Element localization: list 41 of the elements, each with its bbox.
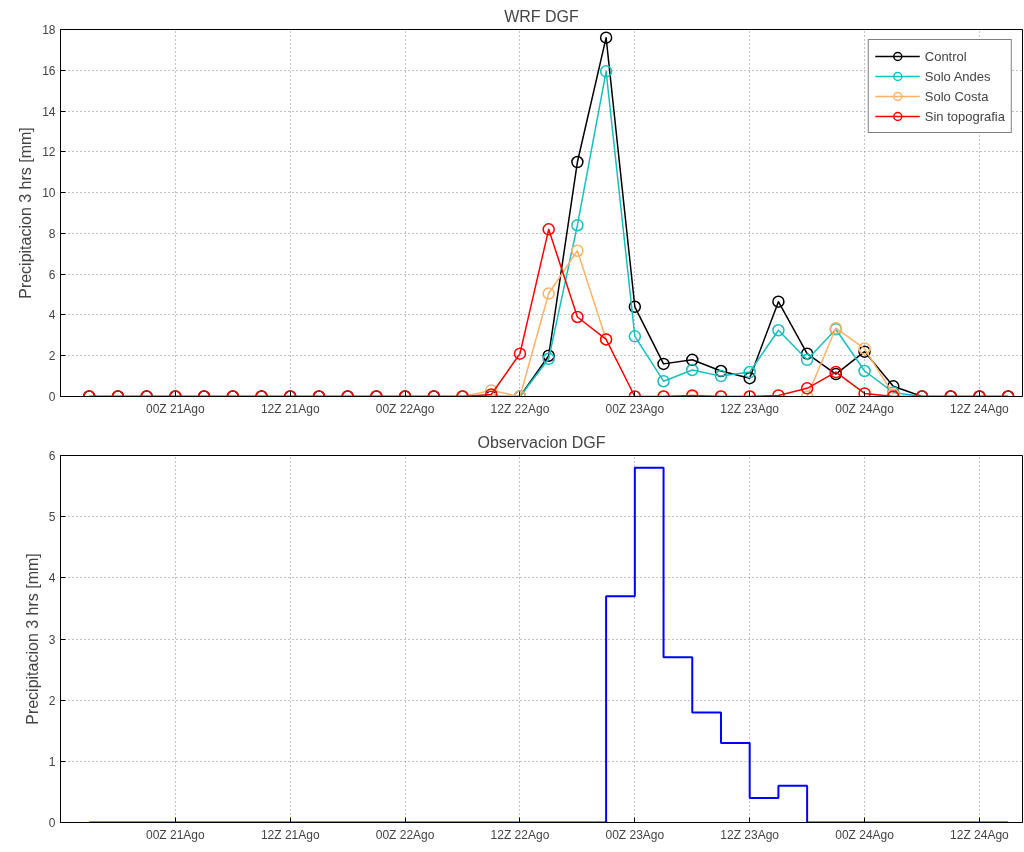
y-tick-label: 4 xyxy=(48,308,56,323)
legend-label: Control xyxy=(924,48,967,64)
y-tick-label: 3 xyxy=(48,632,56,647)
y-tick-label: 18 xyxy=(42,23,56,37)
x-tick-label: 00Z 24Ago xyxy=(835,827,895,842)
y-tick-label: 8 xyxy=(48,226,56,241)
y-tick-label: 1 xyxy=(48,754,56,769)
x-tick-label: 12Z 24Ago xyxy=(950,401,1010,416)
legend-label: Solo Andes xyxy=(924,68,991,84)
legend-label: Solo Costa xyxy=(924,88,989,104)
y-tick-label: 0 xyxy=(48,816,56,830)
x-tick-label: 12Z 22Ago xyxy=(490,827,550,842)
chart-title: Observacion DGF xyxy=(477,433,606,451)
x-tick-label: 12Z 23Ago xyxy=(720,401,780,416)
chart-title: WRF DGF xyxy=(504,7,580,25)
x-tick-label: 12Z 23Ago xyxy=(720,827,780,842)
y-tick-label: 6 xyxy=(48,449,56,463)
y-tick-label: 0 xyxy=(48,390,56,404)
y-axis-title: Precipitacion 3 hrs [mm] xyxy=(23,553,41,725)
y-tick-label: 16 xyxy=(42,63,56,78)
y-tick-label: 12 xyxy=(42,145,56,160)
x-tick-label: 12Z 22Ago xyxy=(490,401,550,416)
y-tick-label: 14 xyxy=(42,104,56,119)
x-tick-label: 00Z 23Ago xyxy=(605,827,665,842)
x-tick-label: 12Z 21Ago xyxy=(260,401,320,416)
x-tick-label: 00Z 21Ago xyxy=(146,827,206,842)
x-tick-label: 12Z 24Ago xyxy=(950,827,1010,842)
y-tick-label: 6 xyxy=(48,267,56,282)
x-tick-label: 00Z 23Ago xyxy=(605,401,665,416)
x-tick-label: 00Z 22Ago xyxy=(375,827,435,842)
x-tick-label: 00Z 24Ago xyxy=(835,401,895,416)
y-tick-label: 5 xyxy=(48,510,56,525)
y-tick-label: 2 xyxy=(48,693,56,708)
y-tick-label: 2 xyxy=(48,349,56,364)
x-tick-label: 12Z 21Ago xyxy=(260,827,320,842)
y-axis-title: Precipitacion 3 hrs [mm] xyxy=(17,127,35,299)
y-tick-label: 4 xyxy=(48,571,56,586)
x-tick-label: 00Z 22Ago xyxy=(375,401,435,416)
legend-label: Sin topografia xyxy=(924,108,1005,124)
y-tick-label: 10 xyxy=(42,186,56,201)
x-tick-label: 00Z 21Ago xyxy=(146,401,206,416)
